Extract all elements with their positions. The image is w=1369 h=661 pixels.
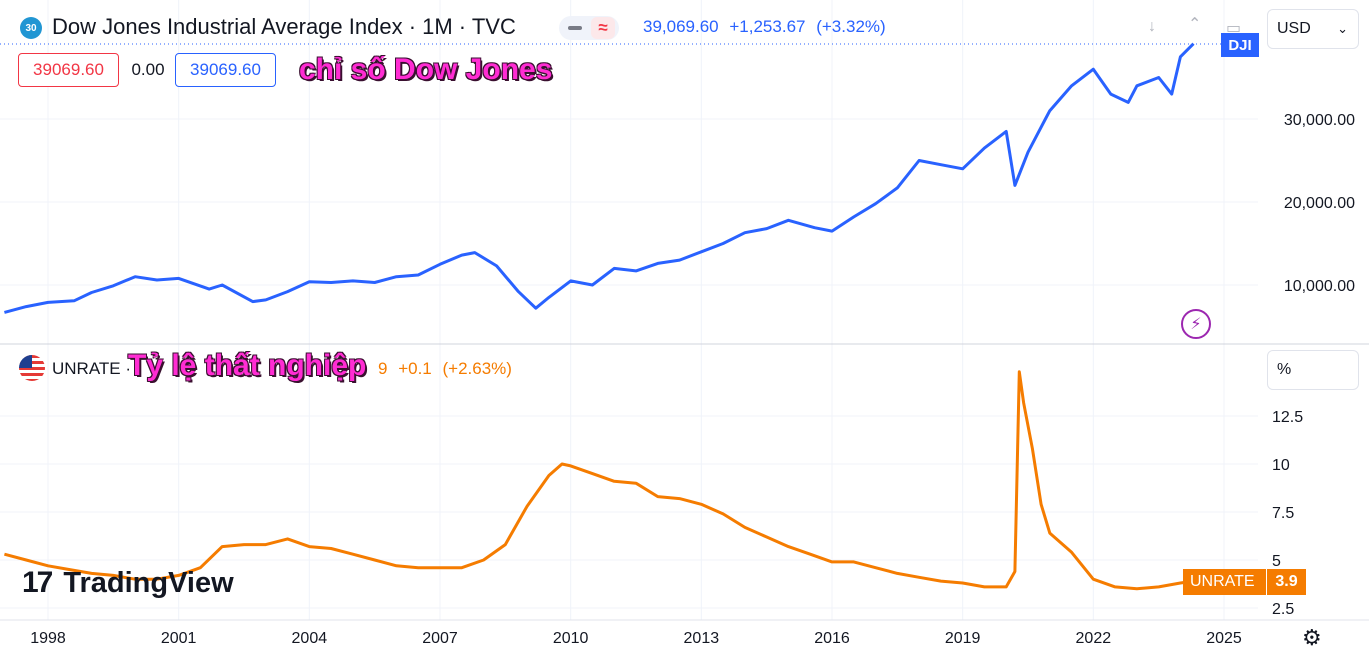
us-flag-icon	[19, 355, 45, 381]
settings-icon[interactable]: ⚙	[1302, 625, 1322, 650]
x-tick-label: 2025	[1206, 630, 1242, 647]
unrate-title[interactable]: UNRATE ·	[52, 359, 132, 378]
y-tick-label: 20,000.00	[1284, 195, 1355, 212]
tradingview-mark: 17	[22, 566, 53, 599]
x-tick-label: 2004	[292, 630, 328, 647]
unrate-series-line	[4, 370, 1194, 591]
y-tick-label: 5	[1272, 553, 1281, 570]
unrate-quote: 9 +0.1 (+2.63%)	[378, 359, 518, 379]
lightning-icon[interactable]: ⚡	[1181, 309, 1211, 339]
y-tick-label: 12.5	[1272, 409, 1303, 426]
x-tick-label: 2013	[684, 630, 720, 647]
x-tick-label: 2007	[422, 630, 458, 647]
indicator-controls[interactable]: ≈	[559, 16, 619, 40]
unrate-change: +0.1	[398, 359, 432, 378]
header-quote: 39,069.60 +1,253.67 (+3.32%)	[643, 17, 892, 37]
minus-icon[interactable]	[568, 26, 582, 30]
y-tick-label: 10	[1272, 457, 1290, 474]
y-tick-label: 2.5	[1272, 601, 1294, 618]
dji-price-tag: DJI	[1221, 33, 1259, 57]
symbol-title[interactable]: Dow Jones Industrial Average Index · 1M …	[52, 14, 516, 39]
y-tick-label: 10,000.00	[1284, 278, 1355, 295]
price-change: +1,253.67	[729, 17, 806, 36]
currency-value: USD	[1277, 20, 1311, 37]
dow-jones-overlay-label: chỉ số Dow Jones	[299, 53, 553, 86]
x-tick-label: 2010	[553, 630, 589, 647]
tradingview-logo[interactable]: 17 TradingView	[22, 566, 234, 600]
currency-select[interactable]: USD ⌄	[1267, 9, 1359, 49]
x-tick-label: 2022	[1076, 630, 1112, 647]
unrate-price-tag: UNRATE 3.9	[1183, 569, 1306, 595]
unemployment-overlay-label: Tỷ lệ thất nghiệp	[128, 349, 367, 382]
price-change-pct: (+3.32%)	[816, 17, 886, 36]
series-layer	[4, 42, 1195, 591]
last-price: 39,069.60	[643, 17, 719, 36]
down-arrow-icon[interactable]: ↓	[1148, 18, 1156, 35]
buy-price-box[interactable]: 39069.60	[175, 53, 276, 87]
x-tick-label: 1998	[30, 630, 66, 647]
tradingview-wordmark: TradingView	[63, 566, 234, 599]
unrate-tag-value: 3.9	[1266, 569, 1306, 595]
grid-lines	[0, 0, 1258, 620]
chevron-down-icon: ⌄	[1337, 21, 1348, 36]
sell-price-box[interactable]: 39069.60	[18, 53, 119, 87]
x-tick-label: 2016	[814, 630, 850, 647]
wave-icon[interactable]: ≈	[591, 17, 615, 39]
unit-select[interactable]: %	[1267, 350, 1359, 390]
x-tick-label: 2001	[161, 630, 197, 647]
y-tick-label: 30,000.00	[1284, 112, 1355, 129]
spread-value: 0.00	[128, 53, 168, 87]
x-tick-label: 2019	[945, 630, 981, 647]
axis-labels: 10,000.00 20,000.00 30,000.00 2.5 5 7.5 10 12.5…	[30, 112, 1355, 647]
unrate-change-pct: (+2.63%)	[442, 359, 512, 378]
maximize-icon[interactable]: ▭	[1226, 20, 1242, 37]
unrate-tag-label: UNRATE	[1190, 573, 1255, 590]
unrate-value: 9	[378, 359, 388, 378]
dji-series-line	[4, 42, 1195, 314]
symbol-badge: 30	[20, 17, 42, 39]
y-tick-label: 7.5	[1272, 505, 1294, 522]
collapse-icon[interactable]: ⌃	[1188, 16, 1202, 33]
